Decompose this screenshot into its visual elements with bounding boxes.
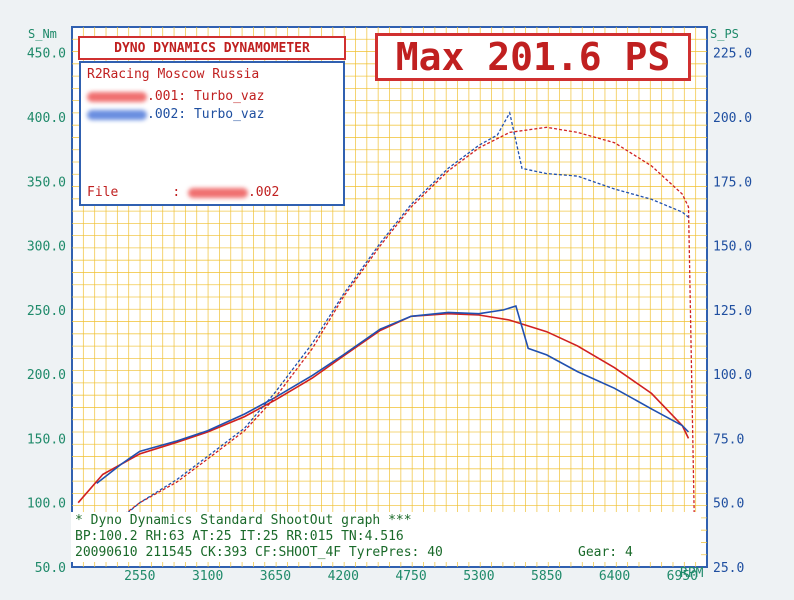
test-conditions-footer: * Dyno Dynamics Standard ShootOut graph …	[71, 512, 701, 562]
redacted-filename-2	[87, 109, 147, 120]
data-series	[77, 111, 696, 553]
y-right-unit-label: S_PS	[710, 27, 739, 41]
y-left-tick-label: 300.0	[27, 240, 66, 255]
y-left-tick-label: 350.0	[27, 175, 66, 190]
y-right-tick-label: 200.0	[713, 111, 752, 126]
redacted-filename-1	[87, 91, 147, 102]
file-colon: :	[172, 185, 181, 200]
footer-line-1: * Dyno Dynamics Standard ShootOut graph …	[75, 513, 412, 528]
y-right-tick-label: 125.0	[713, 304, 752, 319]
max-power-banner: Max 201.6 PS	[375, 33, 691, 81]
footer-line-2: BP:100.2 RH:63 AT:25 IT:25 RR:015 TN:4.5…	[75, 529, 404, 544]
y-right-tick-label: 25.0	[713, 561, 744, 576]
axis-ticks: 2550 3100 3650 4200 4750 5300 5850 6400 6950 50.0…	[27, 47, 752, 584]
y-right-tick-label: 150.0	[713, 240, 752, 255]
workshop-label: R2Racing Moscow Russia	[87, 67, 260, 82]
redacted-file-name	[187, 187, 248, 198]
x-tick-label: 3100	[192, 569, 223, 584]
run-2-label: .002: Turbo_vaz	[147, 107, 265, 122]
footer-line-3: 20090610 211545 CK:393 CF:SHOOT_4F TyreP…	[75, 545, 443, 560]
y-left-tick-label: 50.0	[35, 561, 66, 576]
y-left-tick-label: 400.0	[27, 111, 66, 126]
y-left-tick-label: 100.0	[27, 497, 66, 512]
gear-indicator: Gear: 4	[578, 545, 633, 560]
file-line: File: .002	[87, 185, 279, 200]
y-left-unit-label: S_Nm	[28, 27, 57, 41]
y-right-tick-label: 50.0	[713, 497, 744, 512]
y-left-tick-label: 450.0	[27, 47, 66, 62]
x-tick-label: 4750	[395, 569, 426, 584]
x-tick-label: 6400	[599, 569, 630, 584]
run-1-label: .001: Turbo_vaz	[147, 89, 265, 104]
series-line-3	[77, 126, 696, 553]
x-tick-label: 5300	[463, 569, 494, 584]
y-right-tick-label: 225.0	[713, 47, 752, 62]
y-right-tick-label: 100.0	[713, 368, 752, 383]
x-axis-unit-label: RPM	[680, 566, 704, 581]
x-tick-label: 6950	[667, 569, 698, 584]
y-right-tick-label: 75.0	[713, 432, 744, 447]
x-tick-label: 3650	[260, 569, 291, 584]
x-tick-label: 4200	[328, 569, 359, 584]
file-suffix: .002	[247, 185, 280, 200]
run-2-legend: .002: Turbo_vaz	[87, 107, 264, 122]
y-left-tick-label: 250.0	[27, 304, 66, 319]
y-left-tick-label: 200.0	[27, 368, 66, 383]
series-line-2	[96, 304, 690, 485]
x-tick-label: 5850	[531, 569, 562, 584]
run-1-legend: .001: Turbo_vaz	[87, 89, 264, 104]
y-left-tick-label: 150.0	[27, 432, 66, 447]
file-label: File	[87, 185, 119, 200]
run-info-box: R2Racing Moscow Russia .001: Turbo_vaz .…	[79, 61, 345, 206]
y-right-tick-label: 175.0	[713, 175, 752, 190]
x-tick-label: 2550	[124, 569, 155, 584]
dyno-title-banner: DYNO DYNAMICS DYNAMOMETER	[78, 36, 346, 60]
